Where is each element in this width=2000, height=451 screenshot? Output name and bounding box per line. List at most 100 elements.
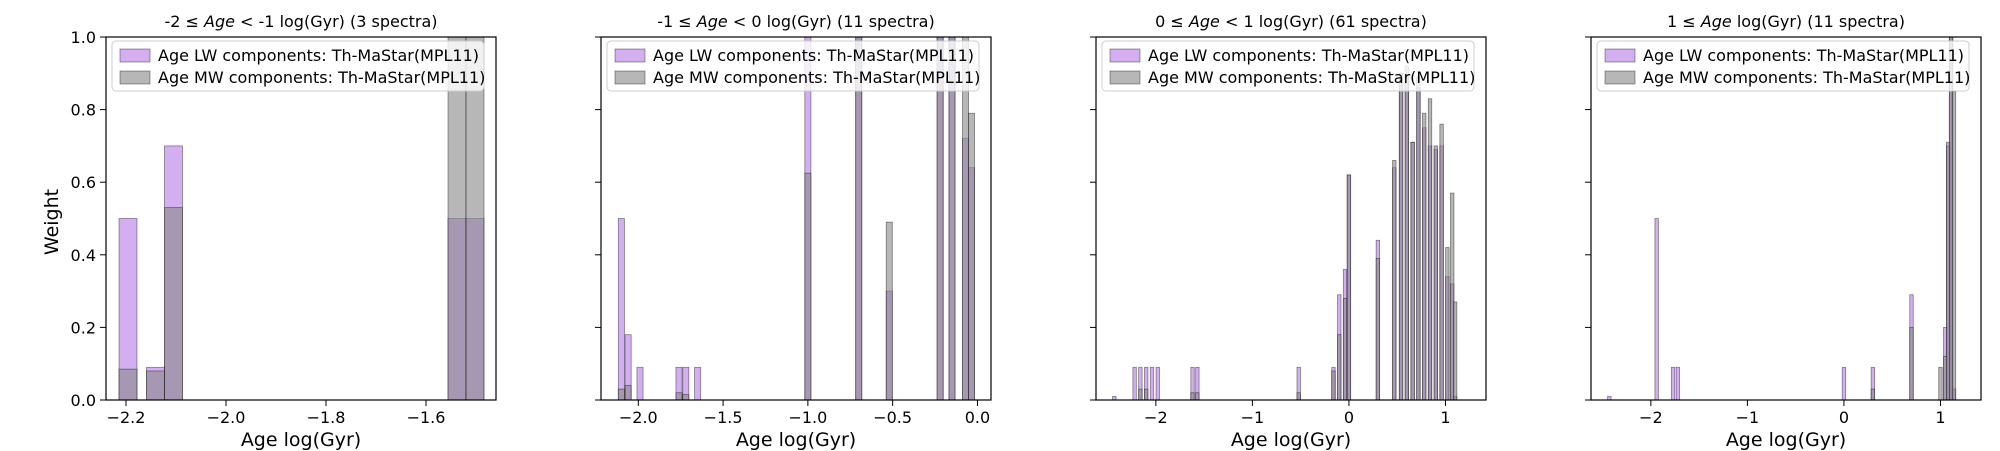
x-tick-label: −1.5 [704, 408, 743, 427]
x-axis-label: Age log(Gyr) [241, 429, 361, 451]
lw-bar [1132, 366, 1137, 400]
legend-lw-label: Age LW components: Th-MaStar(MPL11) [653, 46, 974, 65]
mw-bar [1375, 258, 1381, 400]
legend-lw-swatch [614, 48, 646, 63]
legend-lw-swatch [119, 48, 151, 63]
x-tick-label: −1.6 [407, 408, 446, 427]
legend: Age LW components: Th-MaStar(MPL11) Age M… [1596, 40, 1970, 92]
legend: Age LW components: Th-MaStar(MPL11) Age M… [606, 40, 980, 92]
axes-frame [1095, 36, 1487, 401]
x-tick-label: 0.0 [965, 408, 990, 427]
mw-bar [1342, 297, 1348, 400]
x-tick-label: −2 [1144, 408, 1168, 427]
mw-bar [164, 207, 183, 400]
x-tick-label: −1 [1241, 408, 1265, 427]
axes-frame [105, 36, 497, 401]
lw-bar [1670, 366, 1676, 400]
mw-bar [1138, 388, 1143, 400]
legend-lw-swatch [1604, 48, 1636, 63]
chart-panel-1: −2.0 −1.5 −1.0 −0.5 0.0 Age log(Gyr) -1 ≤ Age … [595, 12, 992, 451]
title-part: < 0 log(Gyr) (11 spectra) [728, 12, 935, 31]
mw-bar [1445, 247, 1450, 400]
legend-mw-swatch [614, 70, 646, 85]
bars-group [118, 37, 485, 400]
mw-bar [1433, 145, 1438, 400]
lw-bar [118, 218, 138, 400]
mw-bar [1195, 392, 1200, 400]
mw-bar [1398, 72, 1404, 400]
mw-bar [1452, 301, 1458, 400]
lw-bar [624, 334, 632, 400]
legend-lw-label: Age LW components: Th-MaStar(MPL11) [1148, 46, 1469, 65]
mw-bar [885, 221, 893, 400]
chart-panel-0: 0.0 0.2 0.4 0.6 0.8 1.0 −2.2 −2.0 −1.8 −1.6 Age lo… [71, 12, 497, 451]
mw-bar [936, 37, 944, 400]
mw-bar [1331, 370, 1336, 400]
mw-bar [675, 392, 683, 400]
y-tick-label: 0.8 [71, 101, 96, 120]
mw-bar [968, 112, 975, 400]
bars-group [1112, 65, 1458, 400]
bars-group [1607, 37, 1957, 400]
x-tick-label: −2.0 [619, 408, 658, 427]
mw-bar [1296, 392, 1301, 400]
mw-bar [1427, 98, 1433, 400]
mw-bar [465, 37, 485, 400]
lw-bar [1841, 366, 1847, 400]
mw-bar [855, 37, 863, 400]
mw-bar [1870, 388, 1876, 400]
legend-lw-label: Age LW components: Th-MaStar(MPL11) [1643, 46, 1964, 65]
y-tick-label: 1.0 [71, 28, 96, 47]
x-axis-label: Age log(Gyr) [1726, 429, 1846, 451]
title-part: < -1 log(Gyr) (3 spectra) [235, 12, 438, 31]
legend-mw-label: Age MW components: Th-MaStar(MPL11) [653, 68, 980, 87]
chart-panel-2: −2 −1 0 1 Age log(Gyr) 0 ≤ Age < 1 log(Gyr) (… [1090, 12, 1487, 451]
title-part: 0 ≤ [1155, 12, 1189, 31]
panel-title: 0 ≤ Age < 1 log(Gyr) (61 spectra) [1155, 12, 1427, 31]
mw-bar [1337, 334, 1342, 400]
panel-title: -1 ≤ Age < 0 log(Gyr) (11 spectra) [657, 12, 934, 31]
mw-bar [146, 370, 165, 400]
title-part: -1 ≤ [657, 12, 697, 31]
x-axis-label: Age log(Gyr) [1231, 429, 1351, 451]
mw-bar [1422, 112, 1427, 400]
mw-bar [1450, 192, 1455, 400]
legend-mw-label: Age MW components: Th-MaStar(MPL11) [1148, 68, 1475, 87]
mw-bar [624, 385, 632, 400]
title-part: Age [696, 12, 728, 31]
y-tick-label: 0.6 [71, 173, 96, 192]
lw-bar [1149, 366, 1155, 400]
y-tick-label: 0.4 [71, 246, 96, 265]
x-tick-label: −0.5 [873, 408, 912, 427]
axes-frame [1590, 36, 1982, 401]
legend-mw-label: Age MW components: Th-MaStar(MPL11) [1643, 68, 1970, 87]
x-tick-label: −2 [1639, 408, 1663, 427]
mw-bar [1144, 388, 1149, 400]
legend: Age LW components: Th-MaStar(MPL11) Age M… [111, 40, 485, 92]
mw-bar [1951, 91, 1957, 400]
mw-bar [118, 368, 138, 400]
title-part: log(Gyr) (11 spectra) [1732, 12, 1905, 31]
legend-mw-label: Age MW components: Th-MaStar(MPL11) [158, 68, 485, 87]
legend-mw-swatch [1604, 70, 1636, 85]
y-tick-label: 0.0 [71, 391, 96, 410]
panel-title: -2 ≤ Age < -1 log(Gyr) (3 spectra) [164, 12, 437, 31]
mw-bar [1416, 76, 1421, 400]
x-tick-label: 1 [1440, 408, 1450, 427]
mw-bar [1346, 174, 1352, 400]
chart-panel-3: −2 −1 0 1 Age log(Gyr) 1 ≤ Age log(Gyr) (11 s… [1585, 12, 1982, 451]
mw-bar [1190, 392, 1195, 400]
bars-group [617, 37, 975, 400]
mw-bar [948, 37, 956, 400]
y-axis-label: Weight [41, 189, 63, 255]
x-tick-label: −1 [1736, 408, 1760, 427]
title-part: 1 ≤ [1667, 12, 1701, 31]
legend-mw-swatch [1109, 70, 1141, 85]
lw-bar [1654, 218, 1659, 400]
x-tick-label: −2.0 [207, 408, 246, 427]
title-part: Age [1700, 12, 1732, 31]
mw-bar [804, 172, 812, 400]
lw-bar [636, 366, 644, 400]
mw-bar [1410, 141, 1415, 400]
